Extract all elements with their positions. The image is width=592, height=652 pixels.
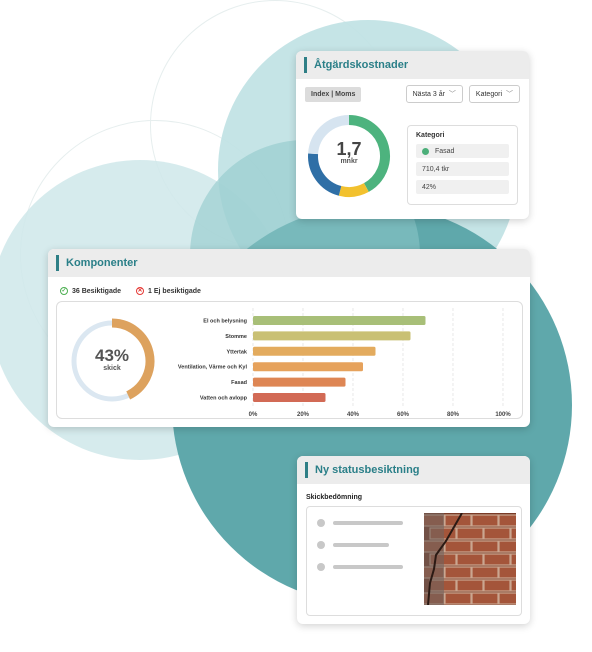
- placeholder-dot: [317, 563, 325, 571]
- cost-total-unit: mnkr: [340, 158, 358, 165]
- components-chart-box: 43% skick 0% 20% 40% 60% 80% 100% El och belys…: [56, 301, 523, 419]
- card-title: Ny statusbesiktning: [315, 464, 420, 476]
- category-label: El och belysning: [203, 319, 247, 325]
- bar: [253, 377, 346, 387]
- inspected-stat[interactable]: ✓ 36 Besiktigade: [60, 287, 121, 295]
- category-panel-label: Kategori: [416, 132, 445, 139]
- condition-label: skick: [103, 365, 121, 372]
- cost-donut-chart: [308, 115, 390, 197]
- cost-card: Åtgärdskostnader Index | Moms Nästa 3 år…: [296, 51, 529, 219]
- components-card: Komponenter ✓ 36 Besiktigade ✕ 1 Ej besi…: [48, 249, 530, 427]
- card-title: Komponenter: [66, 257, 138, 269]
- donut-segment-1: [338, 183, 369, 197]
- bar: [253, 316, 426, 325]
- x-tick-label: 0%: [249, 412, 258, 418]
- placeholder-line: [333, 521, 403, 525]
- not-inspected-stat[interactable]: ✕ 1 Ej besiktigade: [136, 287, 201, 295]
- donut-segment-0: [348, 115, 390, 192]
- header-accent: [56, 255, 59, 271]
- bar: [253, 362, 363, 372]
- brick-wall-crack-photo[interactable]: [424, 513, 516, 605]
- placeholder-row: [317, 563, 403, 571]
- x-circle-icon: ✕: [136, 287, 145, 295]
- donut-segment-3: [308, 115, 350, 155]
- header-accent: [304, 57, 307, 73]
- placeholder-row: [317, 519, 403, 527]
- placeholder-line: [333, 543, 389, 547]
- check-circle-icon: ✓: [60, 287, 68, 295]
- placeholder-dot: [317, 541, 325, 549]
- card-header: Åtgärdskostnader: [296, 51, 529, 79]
- card-title: Åtgärdskostnader: [314, 59, 409, 71]
- category-percent: 42%: [416, 180, 509, 194]
- bar: [253, 346, 376, 356]
- category-dropdown-label: Kategori: [475, 90, 502, 98]
- x-tick-label: 40%: [347, 412, 360, 418]
- bar: [253, 331, 411, 341]
- card-header: Ny statusbesiktning: [297, 456, 530, 484]
- assessment-box: [306, 506, 522, 616]
- x-tick-label: 60%: [397, 412, 410, 418]
- cost-total-value: 1,7: [336, 139, 362, 159]
- category-dropdown[interactable]: Kategori ﹀: [468, 85, 520, 103]
- category-label: Fasad: [231, 380, 247, 386]
- status-card: Ny statusbesiktning Skickbedömning: [297, 456, 530, 624]
- donut-segment-2: [308, 153, 342, 196]
- category-color-dot: [422, 147, 429, 155]
- category-label: Yttertak: [227, 349, 248, 355]
- chevron-down-icon: ﹀: [506, 91, 513, 98]
- period-dropdown[interactable]: Nästa 3 år ﹀: [405, 85, 463, 103]
- placeholder-dot: [317, 519, 325, 527]
- period-dropdown-label: Nästa 3 år: [412, 90, 445, 98]
- inspection-stats: ✓ 36 Besiktigade ✕ 1 Ej besiktigade: [48, 277, 530, 295]
- not-inspected-label: 1 Ej besiktigade: [148, 287, 201, 295]
- category-label: Stomme: [225, 334, 247, 340]
- condition-donut-chart: [71, 318, 155, 402]
- condition-assessment-heading: Skickbedömning: [306, 494, 363, 501]
- header-accent: [305, 462, 308, 478]
- bar: [253, 393, 326, 402]
- placeholder-line: [333, 565, 403, 569]
- inspected-label: 36 Besiktigade: [72, 287, 122, 295]
- components-bar-chart: 0% 20% 40% 60% 80% 100% El och belysning Stomme…: [178, 308, 511, 418]
- x-tick-label: 20%: [297, 412, 310, 418]
- x-tick-label: 100%: [495, 412, 511, 418]
- placeholder-row: [317, 541, 389, 549]
- category-name: Fasad: [435, 147, 455, 155]
- x-tick-label: 80%: [447, 412, 460, 418]
- card-header: Komponenter: [48, 249, 530, 277]
- category-panel: Kategori Fasad 710,4 tkr 42%: [407, 125, 518, 205]
- category-label: Ventilation, Värme och Kyl: [178, 365, 248, 371]
- chevron-down-icon: ﹀: [448, 91, 456, 98]
- condition-percent: 43%: [94, 346, 130, 365]
- category-label: Vatten och avlopp: [200, 396, 248, 402]
- category-selected[interactable]: Fasad: [416, 144, 509, 158]
- index-moms-toggle[interactable]: Index | Moms: [305, 86, 362, 102]
- condition-ring-fill: [111, 318, 155, 400]
- cost-toolbar: Index | Moms Nästa 3 år ﹀ Kategori ﹀: [296, 79, 529, 103]
- category-value: 710,4 tkr: [416, 162, 509, 176]
